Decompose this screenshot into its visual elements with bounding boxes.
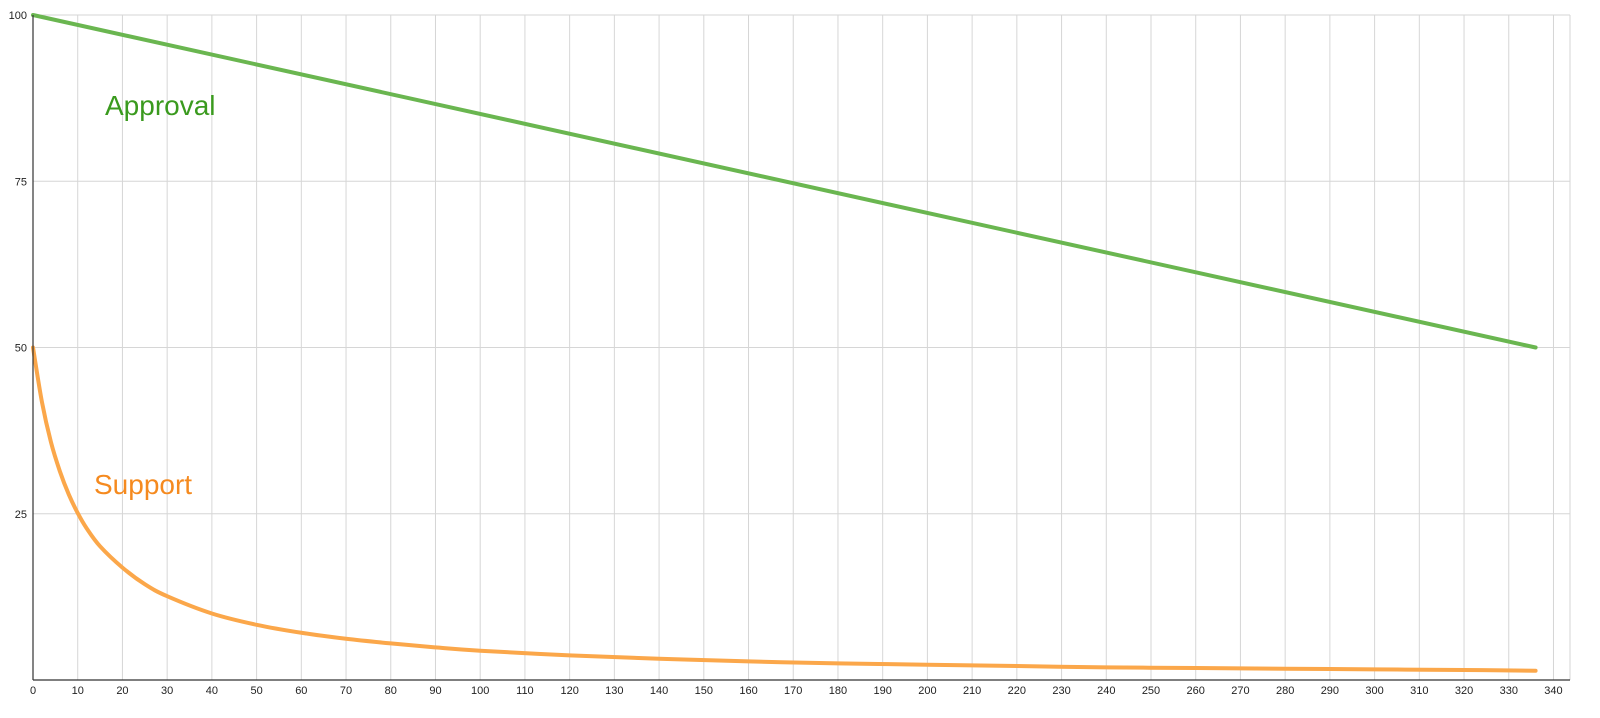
x-tick-label: 60 bbox=[295, 685, 307, 697]
series-lines bbox=[31, 13, 1538, 673]
x-tick-label: 180 bbox=[829, 685, 847, 697]
series-labels: Approval Support bbox=[94, 90, 216, 500]
x-tick-label: 140 bbox=[650, 685, 668, 697]
x-tick-label: 160 bbox=[739, 685, 757, 697]
x-tick-label: 30 bbox=[161, 685, 173, 697]
x-tick-label: 40 bbox=[206, 685, 218, 697]
y-tick-label: 75 bbox=[15, 176, 27, 188]
x-tick-label: 290 bbox=[1321, 685, 1339, 697]
x-tick-label: 330 bbox=[1500, 685, 1518, 697]
x-tick-label: 150 bbox=[695, 685, 713, 697]
x-tick-label: 300 bbox=[1365, 685, 1383, 697]
x-tick-label: 120 bbox=[560, 685, 578, 697]
x-tick-label: 20 bbox=[116, 685, 128, 697]
x-tick-label: 90 bbox=[429, 685, 441, 697]
x-tick-label: 130 bbox=[605, 685, 623, 697]
x-tick-label: 320 bbox=[1455, 685, 1473, 697]
y-tick-label: 100 bbox=[9, 10, 27, 22]
y-tick-label: 50 bbox=[15, 343, 27, 355]
x-tick-label: 200 bbox=[918, 685, 936, 697]
x-tick-label: 250 bbox=[1142, 685, 1160, 697]
x-tick-label: 220 bbox=[1008, 685, 1026, 697]
x-tick-label: 340 bbox=[1544, 685, 1562, 697]
x-tick-label: 110 bbox=[516, 685, 534, 697]
axes: 0 10 20 30 40 50 60 70 80 90 100 110 120 130 140 150 160… bbox=[9, 10, 1570, 697]
series-label-support: Support bbox=[94, 469, 192, 500]
x-tick-label: 270 bbox=[1231, 685, 1249, 697]
x-tick-label: 100 bbox=[471, 685, 489, 697]
x-tick-label: 80 bbox=[385, 685, 397, 697]
x-tick-label: 260 bbox=[1187, 685, 1205, 697]
y-tick-label: 25 bbox=[15, 509, 27, 521]
x-tick-label: 210 bbox=[963, 685, 981, 697]
grid bbox=[33, 14, 1571, 680]
x-tick-label: 0 bbox=[30, 685, 36, 697]
x-tick-label: 70 bbox=[340, 685, 352, 697]
x-tick-label: 50 bbox=[250, 685, 262, 697]
series-line-support bbox=[31, 345, 1538, 673]
x-tick-label: 170 bbox=[784, 685, 802, 697]
x-tick-label: 190 bbox=[874, 685, 892, 697]
series-label-approval: Approval bbox=[105, 90, 216, 121]
x-tick-label: 230 bbox=[1052, 685, 1070, 697]
x-tick-label: 10 bbox=[72, 685, 84, 697]
x-tick-label: 280 bbox=[1276, 685, 1294, 697]
x-tick-label: 240 bbox=[1097, 685, 1115, 697]
x-tick-label: 310 bbox=[1410, 685, 1428, 697]
series-line-approval bbox=[31, 13, 1538, 350]
